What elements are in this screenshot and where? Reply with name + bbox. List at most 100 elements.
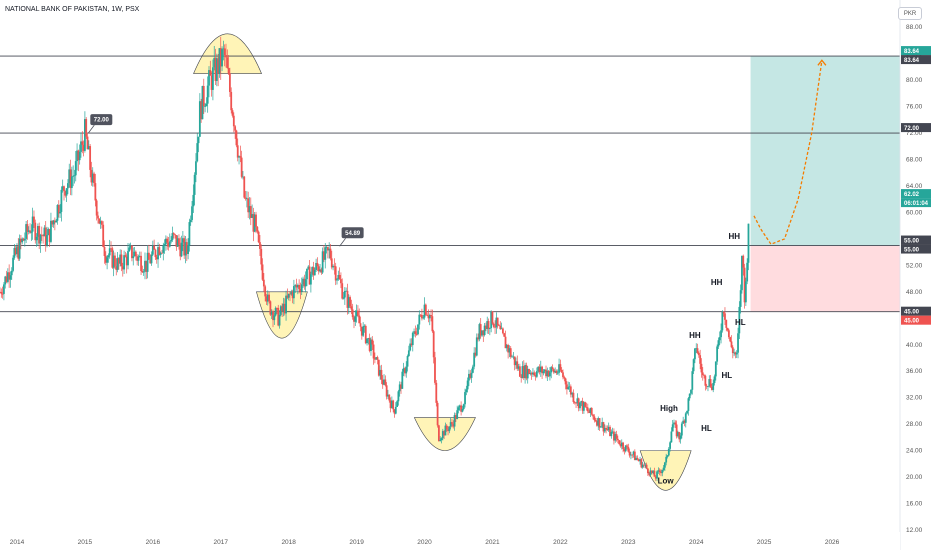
candle-body[interactable] xyxy=(721,311,724,331)
candle-body[interactable] xyxy=(341,283,344,299)
candle-body[interactable] xyxy=(97,215,99,219)
candle-body[interactable] xyxy=(248,206,251,213)
candle-body[interactable] xyxy=(549,372,551,377)
annotation-label[interactable]: Low xyxy=(658,477,675,486)
candle-body[interactable] xyxy=(127,251,129,266)
candle-body[interactable] xyxy=(720,330,722,338)
candle-body[interactable] xyxy=(411,332,414,346)
candle-body[interactable] xyxy=(14,248,17,255)
candle-body[interactable] xyxy=(107,255,110,258)
candle-body[interactable] xyxy=(279,306,282,315)
candle-body[interactable] xyxy=(499,325,502,330)
candle-body[interactable] xyxy=(170,240,173,242)
candle-body[interactable] xyxy=(22,238,25,241)
candle-body[interactable] xyxy=(722,311,725,314)
candle-body[interactable] xyxy=(51,220,54,225)
annotation-label[interactable]: HH xyxy=(689,331,701,340)
candle-body[interactable] xyxy=(682,420,685,424)
candle-body[interactable] xyxy=(326,247,329,251)
candle-body[interactable] xyxy=(384,379,387,386)
candle-body[interactable] xyxy=(516,361,519,369)
candle-body[interactable] xyxy=(181,238,184,243)
candle-body[interactable] xyxy=(375,357,378,360)
candle-body[interactable] xyxy=(174,234,176,236)
candle-body[interactable] xyxy=(619,444,622,447)
candle-body[interactable] xyxy=(0,292,3,294)
candle-body[interactable] xyxy=(611,431,614,433)
candle-body[interactable] xyxy=(98,218,101,224)
candle-body[interactable] xyxy=(481,330,483,336)
candle-body[interactable] xyxy=(46,234,48,246)
candle-body[interactable] xyxy=(387,394,389,397)
candle-body[interactable] xyxy=(657,470,660,472)
candle-body[interactable] xyxy=(86,136,89,150)
candle-body[interactable] xyxy=(712,382,715,390)
candle-body[interactable] xyxy=(212,67,214,90)
candle-body[interactable] xyxy=(104,255,107,263)
candle-body[interactable] xyxy=(630,454,632,456)
candle-body[interactable] xyxy=(454,415,457,419)
candle-body[interactable] xyxy=(653,470,656,477)
candle-body[interactable] xyxy=(64,191,67,196)
candle-body[interactable] xyxy=(683,420,686,423)
candle-body[interactable] xyxy=(462,404,465,410)
candle-body[interactable] xyxy=(649,470,652,475)
candle-body[interactable] xyxy=(390,400,393,409)
candle-body[interactable] xyxy=(671,424,674,432)
candle-body[interactable] xyxy=(286,295,289,298)
candle-body[interactable] xyxy=(26,224,29,232)
candle-body[interactable] xyxy=(57,204,60,214)
candle-body[interactable] xyxy=(449,422,452,427)
candle-body[interactable] xyxy=(633,451,636,461)
candle-body[interactable] xyxy=(36,226,39,237)
candle-body[interactable] xyxy=(650,470,653,473)
candle-body[interactable] xyxy=(114,255,116,267)
candle-body[interactable] xyxy=(140,255,142,272)
candle-body[interactable] xyxy=(333,265,336,267)
candle-body[interactable] xyxy=(198,101,201,137)
candle-body[interactable] xyxy=(686,410,688,414)
candle-body[interactable] xyxy=(532,372,534,375)
candle-body[interactable] xyxy=(640,459,643,468)
candle-body[interactable] xyxy=(260,248,263,265)
candle-body[interactable] xyxy=(623,448,626,452)
candle-body[interactable] xyxy=(662,467,665,471)
candle-body[interactable] xyxy=(491,311,494,324)
candle-body[interactable] xyxy=(240,157,243,177)
candle-body[interactable] xyxy=(586,407,589,412)
candle-body[interactable] xyxy=(479,324,482,336)
candle-body[interactable] xyxy=(692,359,695,372)
candle-body[interactable] xyxy=(380,369,383,380)
candle-body[interactable] xyxy=(680,423,683,436)
candle-body[interactable] xyxy=(437,425,440,442)
candle-body[interactable] xyxy=(249,206,252,218)
candle-body[interactable] xyxy=(465,389,468,393)
candle-body[interactable] xyxy=(679,435,682,440)
candle-body[interactable] xyxy=(149,259,152,264)
candle-body[interactable] xyxy=(210,75,213,90)
candle-body[interactable] xyxy=(148,252,150,260)
candle-body[interactable] xyxy=(102,224,105,247)
candle-body[interactable] xyxy=(707,386,709,387)
candle-body[interactable] xyxy=(219,48,222,67)
candle-body[interactable] xyxy=(111,248,114,268)
candle-body[interactable] xyxy=(294,285,297,287)
candle-body[interactable] xyxy=(555,370,558,374)
candle-body[interactable] xyxy=(494,326,496,328)
candle-body[interactable] xyxy=(8,272,11,280)
candle-body[interactable] xyxy=(39,234,42,244)
candle-body[interactable] xyxy=(42,235,45,237)
candle-body[interactable] xyxy=(6,272,9,282)
candle-body[interactable] xyxy=(582,402,585,411)
candle-body[interactable] xyxy=(81,141,84,145)
candle-body[interactable] xyxy=(345,290,348,292)
candle-body[interactable] xyxy=(56,204,59,221)
candle-body[interactable] xyxy=(451,422,453,424)
candle-body[interactable] xyxy=(515,361,517,366)
candle-body[interactable] xyxy=(418,314,421,325)
candle-body[interactable] xyxy=(594,420,597,421)
candle-body[interactable] xyxy=(213,57,216,68)
candle-body[interactable] xyxy=(670,431,673,443)
candle-body[interactable] xyxy=(153,245,156,250)
